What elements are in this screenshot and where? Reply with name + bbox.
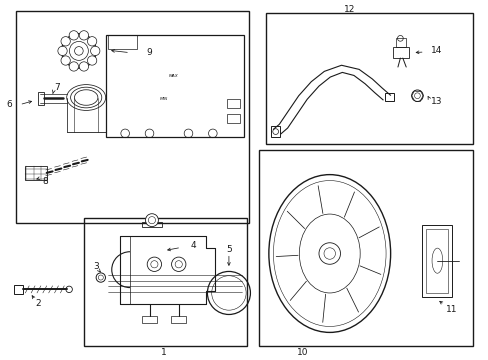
Circle shape [61, 56, 70, 65]
Text: 11: 11 [445, 305, 456, 314]
Circle shape [79, 31, 88, 40]
Text: 10: 10 [297, 348, 308, 357]
Text: 13: 13 [430, 97, 442, 106]
Bar [171, 316, 185, 323]
Bar [266, 13, 472, 144]
Text: 12: 12 [343, 5, 354, 14]
Text: 5: 5 [225, 246, 231, 255]
Bar [384, 93, 393, 101]
Circle shape [61, 34, 96, 68]
Bar [271, 126, 280, 137]
Circle shape [90, 46, 100, 55]
Bar [426, 229, 447, 293]
Circle shape [87, 37, 97, 46]
Bar [392, 47, 408, 58]
Circle shape [61, 37, 70, 46]
Bar [142, 222, 162, 226]
Circle shape [145, 214, 158, 226]
Text: 4: 4 [190, 241, 196, 250]
Bar [227, 99, 239, 108]
Bar [422, 225, 451, 297]
Circle shape [58, 46, 67, 55]
Text: 6: 6 [7, 100, 13, 109]
Text: 1: 1 [161, 348, 167, 357]
Bar [14, 285, 23, 294]
Bar [395, 39, 406, 47]
Text: MIN: MIN [160, 97, 168, 101]
Bar [38, 92, 44, 105]
Bar [142, 316, 157, 323]
Text: MAX: MAX [169, 74, 179, 78]
Bar [83, 219, 246, 346]
Bar [25, 166, 47, 180]
Circle shape [69, 31, 79, 40]
Text: 2: 2 [35, 299, 41, 308]
Circle shape [69, 62, 79, 71]
Text: 3: 3 [93, 262, 99, 271]
Bar [227, 114, 239, 123]
Circle shape [87, 56, 97, 65]
Text: 8: 8 [42, 177, 47, 186]
Circle shape [411, 90, 422, 102]
Text: 7: 7 [54, 83, 60, 92]
Bar [105, 35, 244, 137]
Bar [16, 12, 249, 223]
Text: 14: 14 [430, 46, 442, 55]
Bar [259, 150, 472, 346]
Circle shape [79, 62, 88, 71]
Bar [108, 35, 137, 49]
Text: 9: 9 [146, 48, 152, 57]
